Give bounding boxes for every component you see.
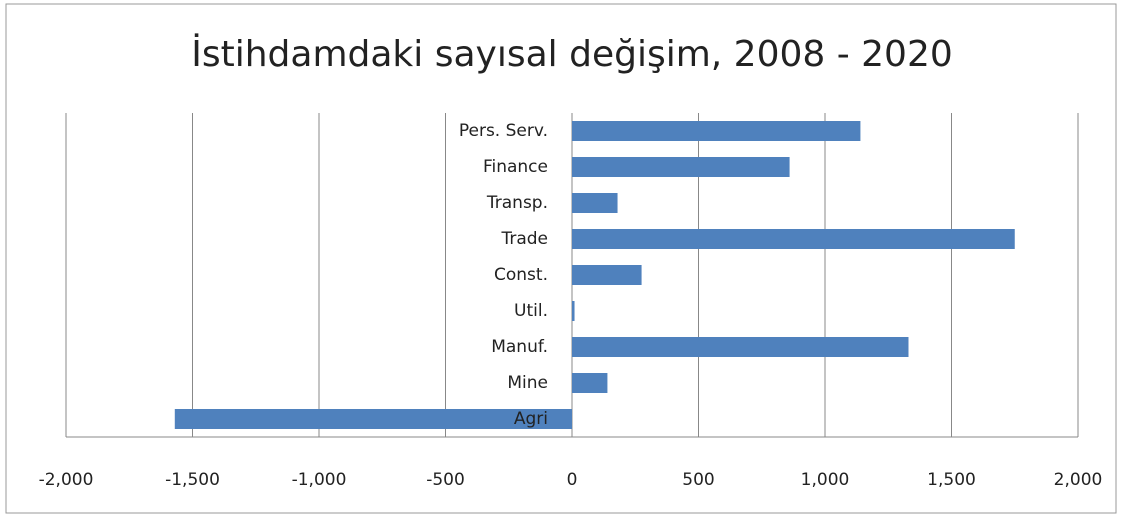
bar (572, 121, 861, 141)
bar (572, 301, 575, 321)
bar (572, 337, 909, 357)
bar (572, 373, 608, 393)
bar (572, 157, 790, 177)
y-tick-label: Finance (483, 157, 548, 177)
x-tick-label: -1,000 (292, 470, 347, 490)
x-tick-label: -500 (426, 470, 465, 490)
bar (572, 229, 1015, 249)
y-tick-label: Pers. Serv. (459, 121, 548, 141)
x-tick-label: 500 (682, 470, 714, 490)
x-tick-label: 1,500 (927, 470, 976, 490)
x-tick-label: 1,000 (801, 470, 850, 490)
x-tick-label: -2,000 (39, 470, 94, 490)
x-tick-label: -1,500 (165, 470, 220, 490)
y-tick-label: Mine (507, 373, 548, 393)
y-tick-label: Manuf. (491, 337, 548, 357)
y-tick-label: Agri (514, 409, 548, 429)
y-tick-label: Const. (494, 265, 548, 285)
x-tick-label: 2,000 (1054, 470, 1103, 490)
bar (572, 265, 642, 285)
y-tick-label: Transp. (486, 193, 548, 213)
bar (572, 193, 618, 213)
x-tick-label: 0 (567, 470, 578, 490)
y-tick-label: Util. (514, 301, 548, 321)
y-tick-label: Trade (500, 229, 548, 249)
chart-title: İstihdamdaki sayısal değişim, 2008 - 202… (191, 33, 953, 75)
bar (174, 409, 573, 429)
